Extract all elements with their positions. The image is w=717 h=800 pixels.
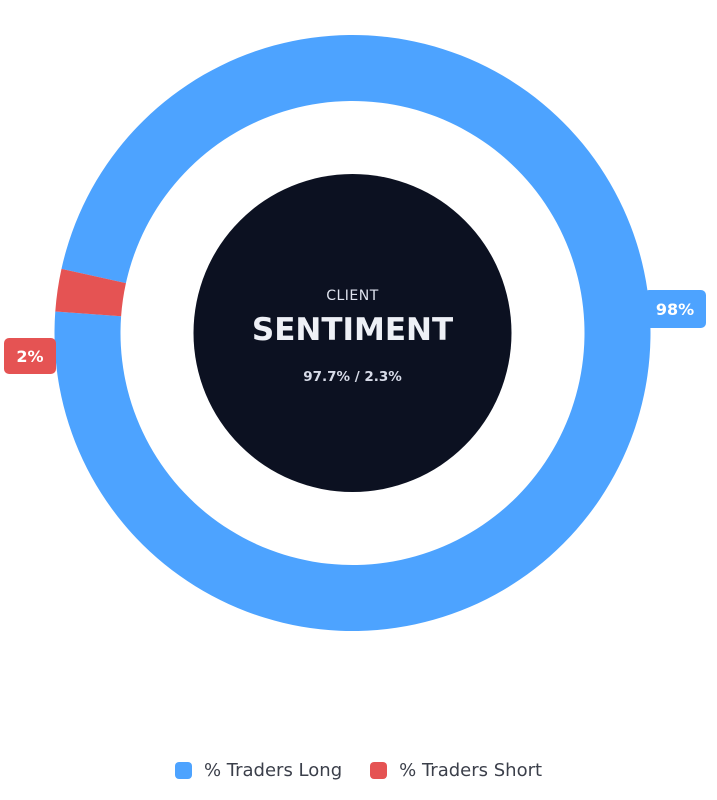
slice-short[interactable] — [55, 268, 126, 317]
center-title: SENTIMENT — [252, 312, 453, 348]
legend-label-long: % Traders Long — [203, 760, 343, 781]
slices-layer — [54, 34, 651, 631]
slice-label-long: 98% — [644, 290, 706, 328]
slice-label-long-badge — [644, 290, 706, 328]
slice-label-short-badge — [4, 338, 56, 374]
slice-label-short: 2% — [4, 338, 56, 374]
labels-layer: 98% 2% — [4, 290, 706, 374]
legend-swatch-long — [174, 762, 192, 779]
legend-swatch-short — [370, 762, 388, 779]
center-disc — [193, 174, 512, 492]
legend-item-short[interactable]: % Traders Short — [370, 760, 542, 781]
legend-label-short: % Traders Short — [399, 760, 543, 781]
donut-chart: CLIENT SENTIMENT 97.7% / 2.3% 98% 2% — [4, 34, 706, 631]
center-ratio: 97.7% / 2.3% — [303, 369, 402, 385]
center-kicker: CLIENT — [326, 288, 379, 304]
legend: % Traders Long % Traders Short — [0, 760, 717, 781]
slice-label-long-text: 98% — [656, 300, 694, 319]
slice-label-short-text: 2% — [16, 347, 43, 366]
legend-item-long[interactable]: % Traders Long — [174, 760, 343, 781]
